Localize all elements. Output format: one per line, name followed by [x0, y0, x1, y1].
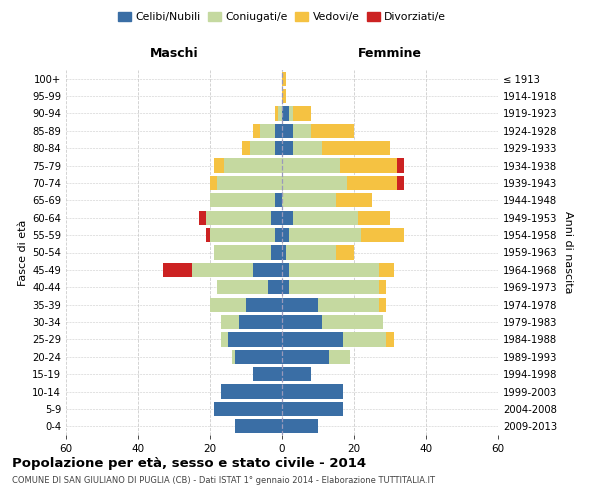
Bar [275, 228, 282, 242]
Bar [386, 332, 394, 346]
Bar [282, 228, 289, 242]
Bar [214, 402, 282, 416]
Bar [379, 263, 394, 277]
Text: Maschi: Maschi [149, 48, 199, 60]
Bar [235, 350, 282, 364]
Bar [221, 332, 228, 346]
Bar [293, 106, 311, 120]
Bar [210, 228, 275, 242]
Text: Femmine: Femmine [358, 48, 422, 60]
Bar [239, 315, 282, 329]
Y-axis label: Fasce di età: Fasce di età [18, 220, 28, 286]
Bar [282, 89, 286, 103]
Bar [221, 315, 239, 329]
Bar [336, 193, 372, 208]
Bar [235, 419, 282, 434]
Bar [347, 176, 397, 190]
Bar [282, 419, 318, 434]
Bar [224, 158, 282, 172]
Bar [199, 210, 206, 225]
Bar [282, 176, 347, 190]
Bar [379, 298, 386, 312]
Bar [214, 158, 224, 172]
Bar [228, 332, 282, 346]
Bar [289, 280, 379, 294]
Bar [232, 350, 235, 364]
Bar [282, 298, 318, 312]
Bar [253, 367, 282, 382]
Bar [293, 124, 311, 138]
Bar [336, 246, 354, 260]
Text: Popolazione per età, sesso e stato civile - 2014: Popolazione per età, sesso e stato civil… [12, 458, 366, 470]
Bar [282, 193, 336, 208]
Legend: Celibi/Nubili, Coniugati/e, Vedovi/e, Divorziati/e: Celibi/Nubili, Coniugati/e, Vedovi/e, Di… [113, 8, 451, 27]
Bar [221, 384, 282, 398]
Bar [282, 246, 286, 260]
Bar [268, 280, 282, 294]
Bar [358, 210, 390, 225]
Bar [293, 210, 358, 225]
Bar [275, 124, 282, 138]
Bar [246, 298, 282, 312]
Bar [253, 124, 260, 138]
Bar [282, 106, 289, 120]
Bar [282, 124, 293, 138]
Bar [260, 124, 275, 138]
Bar [282, 350, 329, 364]
Bar [282, 280, 289, 294]
Bar [278, 106, 282, 120]
Bar [282, 367, 311, 382]
Bar [282, 384, 343, 398]
Bar [329, 350, 350, 364]
Bar [322, 141, 390, 156]
Bar [311, 124, 354, 138]
Bar [206, 228, 210, 242]
Text: COMUNE DI SAN GIULIANO DI PUGLIA (CB) - Dati ISTAT 1° gennaio 2014 - Elaborazion: COMUNE DI SAN GIULIANO DI PUGLIA (CB) - … [12, 476, 435, 485]
Bar [210, 298, 246, 312]
Bar [282, 332, 343, 346]
Bar [340, 158, 397, 172]
Bar [282, 141, 293, 156]
Bar [206, 210, 271, 225]
Bar [289, 228, 361, 242]
Bar [217, 280, 268, 294]
Bar [318, 298, 379, 312]
Bar [250, 141, 275, 156]
Bar [217, 176, 282, 190]
Bar [293, 141, 322, 156]
Bar [379, 280, 386, 294]
Bar [210, 176, 217, 190]
Bar [253, 263, 282, 277]
Bar [214, 246, 271, 260]
Bar [192, 263, 253, 277]
Bar [271, 246, 282, 260]
Bar [275, 193, 282, 208]
Bar [275, 141, 282, 156]
Bar [242, 141, 250, 156]
Bar [322, 315, 383, 329]
Bar [282, 210, 293, 225]
Bar [282, 402, 343, 416]
Bar [210, 193, 275, 208]
Bar [286, 246, 336, 260]
Bar [361, 228, 404, 242]
Bar [282, 72, 286, 86]
Bar [282, 158, 340, 172]
Y-axis label: Anni di nascita: Anni di nascita [563, 211, 573, 294]
Bar [289, 106, 293, 120]
Bar [275, 106, 278, 120]
Bar [271, 210, 282, 225]
Bar [397, 158, 404, 172]
Bar [397, 176, 404, 190]
Bar [163, 263, 192, 277]
Bar [343, 332, 386, 346]
Bar [282, 315, 322, 329]
Bar [289, 263, 379, 277]
Bar [282, 263, 289, 277]
